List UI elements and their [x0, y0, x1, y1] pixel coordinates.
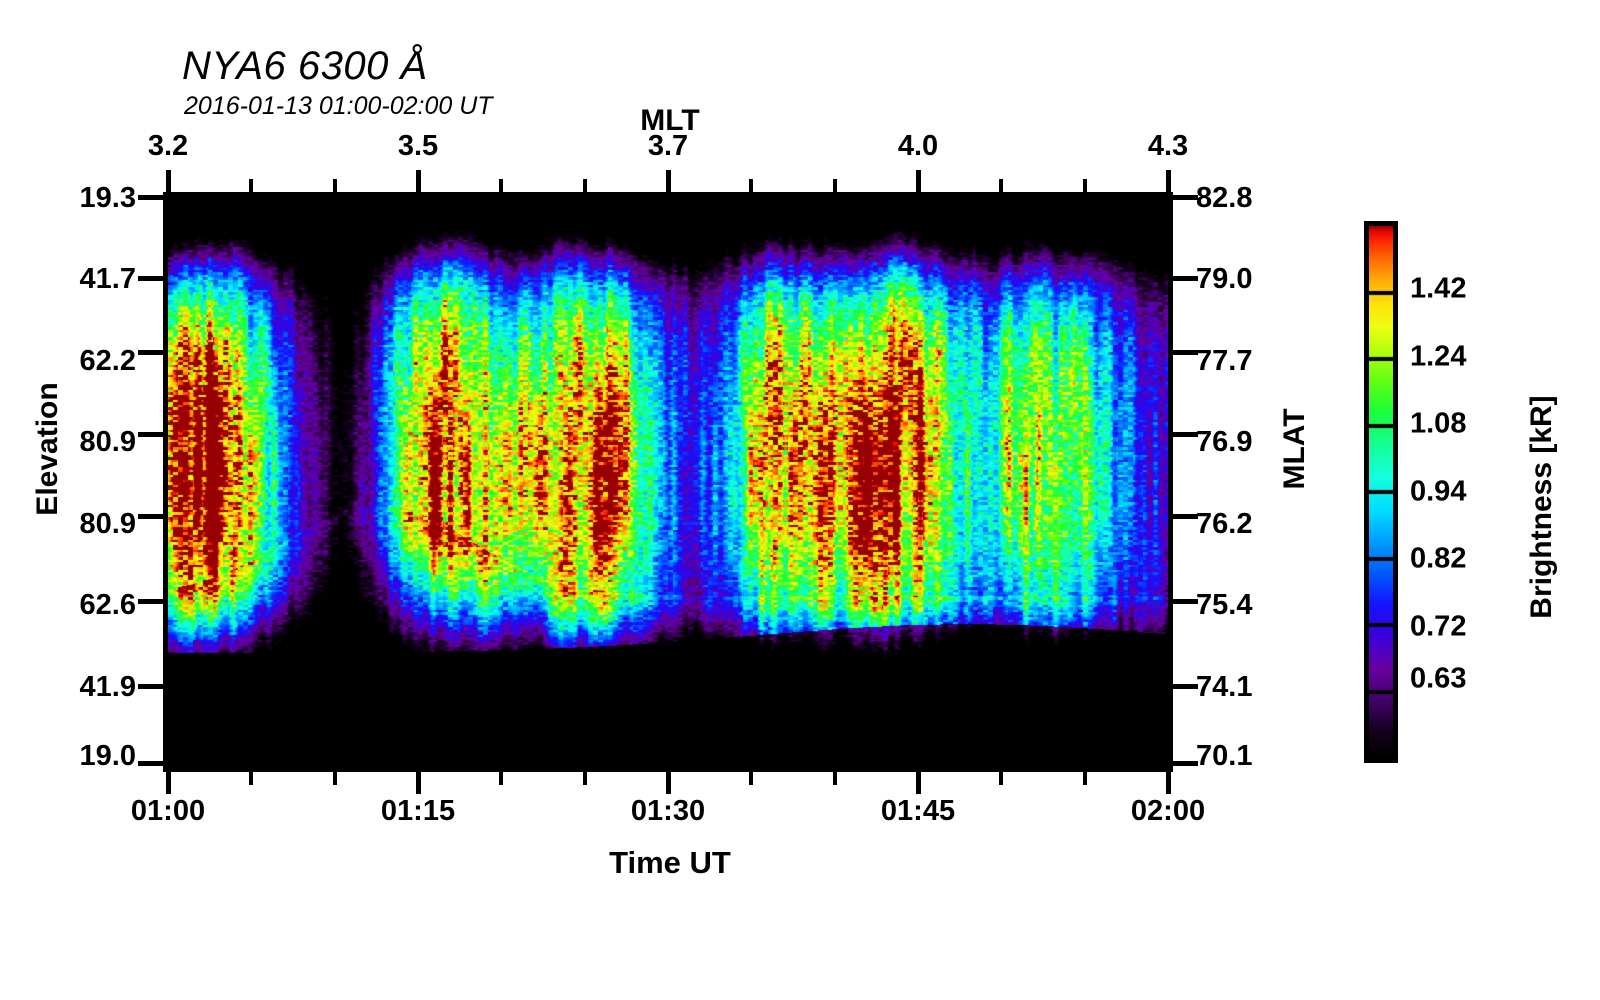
keogram-heatmap-canvas: [168, 197, 1168, 767]
y-major-tick-left-3: [138, 432, 163, 437]
x-minor-tick-top-7: [749, 179, 753, 192]
y-major-tick-right-1: [1173, 276, 1198, 281]
x-minor-tick-top-10: [999, 179, 1003, 192]
left-tick-label-5: 62.6: [79, 589, 136, 621]
x-minor-tick-11: [1083, 772, 1087, 785]
x-major-tick-top-4: [1166, 170, 1171, 192]
y-major-tick-left-1: [138, 276, 163, 281]
x-minor-tick-top-5: [583, 179, 587, 192]
colorbar-tick-0: 1.42: [1410, 272, 1467, 305]
bottom-axis-label: Time UT: [609, 845, 731, 880]
top-axis-label: MLT: [640, 104, 700, 137]
y-major-tick-right-6: [1173, 684, 1198, 689]
x-minor-tick-8: [833, 772, 837, 785]
subtitle: 2016-01-13 01:00-02:00 UT: [184, 92, 493, 120]
left-tick-label-6: 41.9: [79, 671, 136, 703]
keogram-plot-area: [168, 197, 1168, 767]
x-minor-tick-top-8: [833, 179, 837, 192]
x-minor-tick-top-4: [499, 179, 503, 192]
bottom-tick-label-0: 01:00: [130, 795, 206, 827]
y-major-tick-right-4: [1173, 514, 1198, 519]
right-tick-label-1: 79.0: [1196, 263, 1253, 295]
x-minor-tick-4: [499, 772, 503, 785]
bottom-tick-label-3: 01:45: [880, 795, 956, 827]
axis-spine-right: [1168, 192, 1173, 772]
colorbar-canvas: [1369, 226, 1393, 758]
right-axis-label: MLAT: [1278, 408, 1311, 490]
left-tick-label-1: 41.7: [79, 263, 136, 295]
y-major-tick-left-5: [138, 599, 163, 604]
x-minor-tick-5: [583, 772, 587, 785]
colorbar-label: Brightness [kR]: [1525, 395, 1558, 619]
right-tick-label-0: 82.8: [1196, 182, 1253, 214]
right-tick-label-4: 76.2: [1196, 508, 1253, 540]
colorbar-tick-3: 0.94: [1410, 475, 1467, 508]
bottom-tick-label-1: 01:15: [380, 795, 456, 827]
page-title: NYA6 6300 Å: [182, 44, 428, 88]
top-tick-label-4: 4.3: [1147, 130, 1189, 162]
y-major-tick-right-0: [1173, 195, 1198, 200]
colorbar: [1364, 221, 1398, 763]
top-tick-label-2: 3.7: [647, 130, 689, 162]
axis-spine-bottom: [163, 767, 1173, 772]
x-major-tick-2: [666, 772, 671, 794]
right-tick-label-2: 77.7: [1196, 345, 1253, 377]
left-axis-label: Elevation: [31, 382, 64, 516]
right-tick-label-6: 74.1: [1196, 671, 1253, 703]
x-minor-tick-top-11: [1083, 179, 1087, 192]
right-tick-label-3: 76.9: [1196, 426, 1253, 458]
axis-spine-top: [163, 192, 1173, 197]
colorbar-tick-1: 1.24: [1410, 340, 1467, 373]
y-major-tick-left-7: [138, 761, 163, 766]
x-major-tick-top-2: [666, 170, 671, 192]
top-tick-label-3: 4.0: [897, 130, 939, 162]
axis-spine-left: [163, 192, 168, 772]
x-minor-tick-1: [249, 772, 253, 785]
x-major-tick-3: [916, 772, 921, 794]
colorbar-tick-2: 1.08: [1410, 407, 1467, 440]
x-minor-tick-2: [333, 772, 337, 785]
left-tick-label-2: 62.2: [79, 345, 136, 377]
y-major-tick-left-6: [138, 684, 163, 689]
x-minor-tick-10: [999, 772, 1003, 785]
y-major-tick-right-7: [1173, 761, 1198, 766]
y-major-tick-left-0: [138, 195, 163, 200]
top-tick-label-1: 3.5: [397, 130, 439, 162]
bottom-tick-label-2: 01:30: [630, 795, 706, 827]
x-minor-tick-top-2: [333, 179, 337, 192]
y-major-tick-left-4: [138, 514, 163, 519]
left-tick-label-3: 80.9: [79, 426, 136, 458]
x-major-tick-4: [1166, 772, 1171, 794]
x-major-tick-0: [166, 772, 171, 794]
x-major-tick-top-3: [916, 170, 921, 192]
top-tick-label-0: 3.2: [147, 130, 189, 162]
left-tick-label-0: 19.3: [79, 182, 136, 214]
x-minor-tick-top-1: [249, 179, 253, 192]
right-tick-label-5: 75.4: [1196, 589, 1253, 621]
colorbar-tick-4: 0.82: [1410, 542, 1467, 575]
colorbar-tick-5: 0.72: [1410, 610, 1467, 643]
x-major-tick-top-1: [416, 170, 421, 192]
bottom-tick-label-4: 02:00: [1130, 795, 1206, 827]
x-major-tick-1: [416, 772, 421, 794]
colorbar-tick-6: 0.63: [1410, 662, 1467, 695]
right-tick-label-7: 70.1: [1196, 740, 1253, 772]
y-major-tick-left-2: [138, 350, 163, 355]
y-major-tick-right-2: [1173, 350, 1198, 355]
left-tick-label-4: 80.9: [79, 508, 136, 540]
x-major-tick-top-0: [166, 170, 171, 192]
left-tick-label-7: 19.0: [79, 740, 136, 772]
y-major-tick-right-3: [1173, 432, 1198, 437]
x-minor-tick-7: [749, 772, 753, 785]
y-major-tick-right-5: [1173, 599, 1198, 604]
